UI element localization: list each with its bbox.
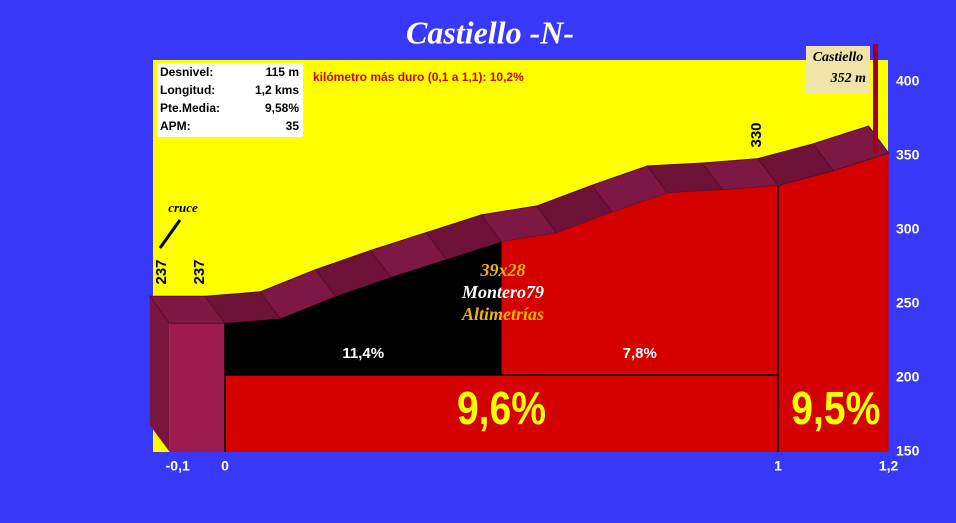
x-tick-label: 0 bbox=[221, 458, 229, 474]
plinth-front bbox=[169, 323, 225, 452]
info-value: 115 m bbox=[266, 65, 299, 79]
section bbox=[225, 241, 502, 375]
info-key: Pte.Media: bbox=[160, 101, 220, 115]
x-tick-label: 1,2 bbox=[879, 458, 899, 474]
credit: Montero79 bbox=[461, 282, 544, 302]
section-label: 11,4% bbox=[342, 345, 384, 362]
y-tick-label: 200 bbox=[896, 369, 920, 385]
total-label: 9,6% bbox=[457, 383, 546, 435]
credit: Altimetrías bbox=[461, 304, 544, 324]
plot: 11,4% 7,8% 9,6% 9,5% 39x28Montero79Altimetrí… bbox=[148, 44, 920, 474]
elevation-label: 330 bbox=[748, 122, 765, 147]
summit-label: 352 m bbox=[830, 71, 867, 86]
plinth-side bbox=[149, 296, 170, 452]
info-key: APM: bbox=[160, 119, 191, 133]
credit: 39x28 bbox=[480, 260, 526, 280]
x-tick-label: -0,1 bbox=[166, 458, 190, 474]
info-value: 35 bbox=[286, 119, 300, 133]
x-tick-label: 1 bbox=[774, 458, 782, 474]
elevation-label: 237 bbox=[153, 259, 170, 284]
y-tick-label: 400 bbox=[896, 73, 920, 89]
note: cruce bbox=[168, 200, 198, 215]
section-label: 7,8% bbox=[623, 345, 657, 362]
info-box bbox=[157, 63, 303, 137]
profile-top bbox=[812, 125, 890, 172]
flagpole bbox=[873, 44, 878, 154]
section bbox=[501, 185, 778, 375]
summit-box bbox=[806, 46, 870, 94]
total-label: 9,5% bbox=[791, 383, 880, 435]
elevation-label: 237 bbox=[191, 259, 208, 284]
note-pointer bbox=[158, 219, 182, 249]
chart-title: Castiello -N- bbox=[406, 14, 574, 50]
info-value: 9,58% bbox=[265, 101, 299, 115]
y-tick-label: 250 bbox=[896, 295, 920, 311]
y-tick-label: 150 bbox=[896, 443, 920, 459]
y-tick-label: 300 bbox=[896, 221, 920, 237]
info-value: 1,2 kms bbox=[255, 83, 299, 97]
hardest-km: kilómetro más duro (0,1 a 1,1): 10,2% bbox=[313, 70, 524, 84]
info-key: Desnivel: bbox=[160, 65, 213, 79]
summit-name: Castiello bbox=[813, 50, 864, 65]
info-key: Longitud: bbox=[160, 83, 215, 97]
y-tick-label: 350 bbox=[896, 147, 920, 163]
